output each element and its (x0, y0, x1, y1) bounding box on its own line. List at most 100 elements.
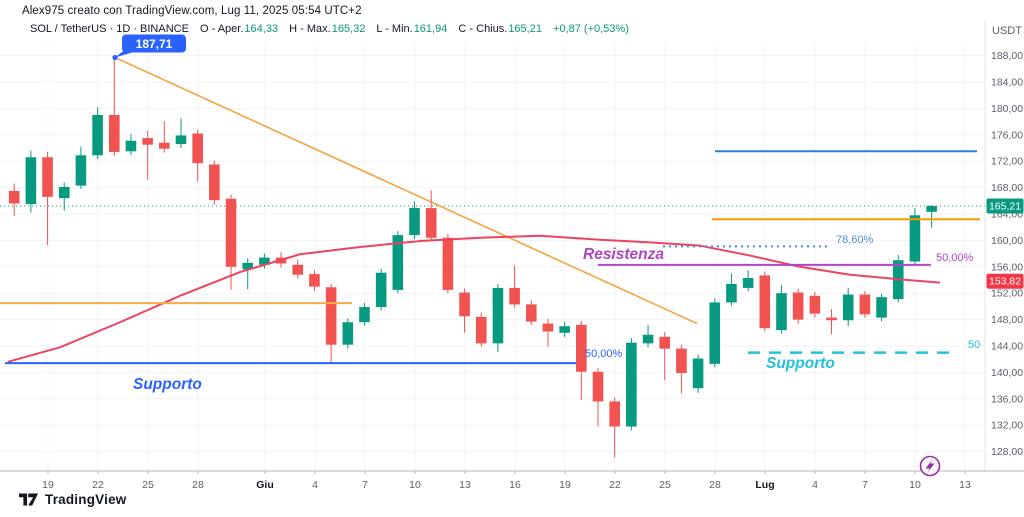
date-axis-label[interactable]: 4 (812, 479, 818, 491)
candle[interactable] (25, 157, 37, 205)
candle[interactable] (108, 115, 120, 152)
candle[interactable] (359, 307, 370, 323)
date-axis-label[interactable]: 10 (909, 479, 921, 491)
supporto-label-blue: Supporto (133, 376, 202, 393)
candle[interactable] (792, 292, 804, 320)
candle[interactable] (92, 115, 103, 156)
candle[interactable] (826, 317, 837, 321)
price-axis-label[interactable]: 156,00 (991, 261, 1023, 273)
candle[interactable] (8, 190, 20, 204)
candle[interactable] (58, 186, 70, 199)
candle[interactable] (609, 401, 620, 427)
date-axis-label[interactable]: 28 (192, 479, 204, 491)
price-axis-label[interactable]: 148,00 (991, 314, 1023, 326)
candle[interactable] (209, 164, 220, 201)
candle[interactable] (525, 304, 537, 322)
symbol-ohlc-bar[interactable]: SOL / TetherUS · 1D · BINANCE O - Aper.1… (30, 23, 629, 35)
candle[interactable] (509, 287, 520, 305)
date-axis-label[interactable]: 4 (312, 479, 318, 491)
candle[interactable] (225, 198, 237, 267)
candle[interactable] (542, 323, 554, 332)
price-axis-label[interactable]: 188,00 (991, 50, 1023, 62)
candle[interactable] (392, 235, 404, 290)
candle[interactable] (709, 302, 721, 364)
ma-price-badge (986, 273, 1024, 289)
descending-trendline[interactable] (114, 56, 698, 325)
candle[interactable] (926, 206, 937, 212)
candle[interactable] (492, 287, 504, 344)
price-axis-label[interactable]: 172,00 (991, 156, 1023, 168)
price-axis-label[interactable]: 168,00 (991, 182, 1023, 194)
high-callout-badge[interactable] (122, 34, 186, 53)
price-axis-label[interactable]: 160,00 (991, 235, 1023, 247)
candle[interactable] (342, 322, 354, 345)
price-axis-label[interactable]: 144,00 (991, 341, 1023, 353)
symbol-title: SOL / TetherUS · 1D · BINANCE (30, 23, 189, 35)
candle[interactable] (576, 324, 587, 372)
candle[interactable] (742, 278, 754, 288)
candle[interactable] (475, 316, 487, 344)
price-axis-label[interactable]: 140,00 (991, 367, 1023, 379)
candle[interactable] (192, 133, 203, 164)
candle[interactable] (626, 342, 637, 427)
candle[interactable] (859, 294, 871, 315)
date-axis-label[interactable]: 13 (959, 479, 971, 491)
date-axis-label[interactable]: 7 (862, 479, 868, 491)
candle[interactable] (659, 336, 671, 349)
candle[interactable] (759, 275, 771, 329)
candle[interactable] (559, 326, 570, 333)
price-axis-label[interactable]: 132,00 (991, 420, 1023, 432)
date-axis-label[interactable]: 25 (142, 479, 154, 491)
date-axis-label[interactable]: Giu (256, 479, 274, 491)
candle[interactable] (692, 358, 704, 389)
candle[interactable] (175, 135, 187, 145)
date-axis-label[interactable]: 19 (559, 479, 571, 491)
date-axis-label[interactable]: 19 (42, 479, 54, 491)
date-axis-label[interactable]: 22 (609, 479, 621, 491)
candle[interactable] (809, 295, 821, 314)
price-axis-label[interactable]: 176,00 (991, 129, 1023, 141)
candle[interactable] (75, 155, 87, 186)
candle[interactable] (375, 272, 387, 308)
date-axis-label[interactable]: 7 (362, 479, 368, 491)
resistenza-label: Resistenza (583, 246, 664, 263)
price-axis-label[interactable]: 180,00 (991, 103, 1023, 115)
date-axis-label[interactable]: 16 (509, 479, 521, 491)
candle[interactable] (909, 215, 921, 262)
price-axis-label[interactable]: 184,00 (991, 77, 1023, 89)
candle[interactable] (159, 142, 170, 149)
candle[interactable] (776, 293, 787, 331)
candle[interactable] (242, 262, 254, 270)
candle[interactable] (726, 283, 737, 303)
candle[interactable] (676, 348, 687, 374)
tradingview-logo[interactable]: TradingView (19, 492, 126, 507)
candle[interactable] (125, 140, 137, 152)
candle[interactable] (325, 287, 337, 345)
candle[interactable] (42, 157, 53, 197)
candle[interactable] (142, 138, 153, 145)
date-axis-label[interactable]: 28 (709, 479, 721, 491)
candle[interactable] (842, 294, 854, 321)
candle[interactable] (259, 257, 270, 265)
date-axis-label[interactable]: Lug (755, 479, 774, 491)
price-axis-label[interactable]: 128,00 (991, 446, 1023, 458)
price-axis-label[interactable]: 152,00 (991, 288, 1023, 300)
candle[interactable] (592, 371, 604, 402)
moving-average-line[interactable] (7, 234, 941, 363)
trendline-anchor-dot[interactable] (112, 54, 118, 61)
price-axis-label[interactable]: 136,00 (991, 393, 1023, 405)
date-axis-label[interactable]: 22 (92, 479, 104, 491)
date-axis-label[interactable]: 10 (409, 479, 421, 491)
ohlc-low: L - Min.161,94 (376, 23, 448, 35)
candle[interactable] (309, 274, 320, 287)
candle[interactable] (409, 208, 420, 236)
candle[interactable] (459, 292, 470, 317)
date-axis-label[interactable]: 13 (459, 479, 471, 491)
date-axis-label[interactable]: 25 (659, 479, 671, 491)
candle[interactable] (642, 334, 654, 344)
candle[interactable] (876, 297, 887, 318)
candle[interactable] (442, 237, 454, 290)
candle[interactable] (425, 208, 437, 238)
candle[interactable] (292, 264, 304, 275)
